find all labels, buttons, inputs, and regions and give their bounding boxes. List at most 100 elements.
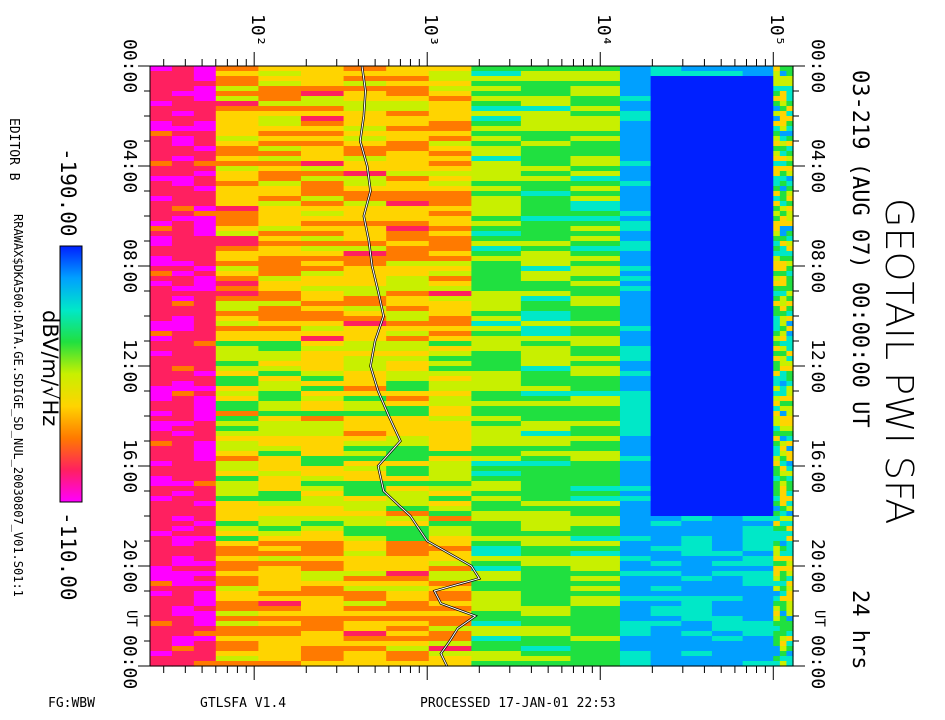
heatmap-cell	[520, 556, 572, 562]
heatmap-cell	[258, 256, 302, 262]
heatmap-cell	[681, 576, 713, 582]
heatmap-cell	[258, 326, 302, 332]
heatmap-cell	[742, 251, 774, 257]
heatmap-cell	[193, 226, 217, 232]
heatmap-cell	[343, 641, 387, 647]
heatmap-cell	[520, 461, 572, 467]
heatmap-cell	[779, 396, 788, 402]
heatmap-cell	[171, 326, 195, 332]
heatmap-cell	[711, 661, 744, 667]
heatmap-cell	[171, 601, 195, 607]
heatmap-cell	[258, 506, 302, 512]
heatmap-cell	[428, 71, 472, 77]
heatmap-cell	[619, 406, 652, 412]
heatmap-cell	[681, 86, 713, 92]
heatmap-cell	[742, 616, 774, 622]
heatmap-cell	[520, 306, 572, 312]
heatmap-cell	[619, 606, 652, 612]
heatmap-cell	[171, 81, 195, 87]
heatmap-cell	[386, 466, 430, 472]
heatmap-cell	[786, 651, 794, 657]
heatmap-cell	[171, 426, 195, 432]
heatmap-cell	[681, 636, 713, 642]
heatmap-cell	[471, 556, 522, 562]
heatmap-cell	[520, 646, 572, 652]
heatmap-cell	[300, 286, 345, 292]
heatmap-cell	[773, 121, 781, 127]
heatmap-cell	[520, 406, 572, 412]
heatmap-cell	[171, 151, 195, 157]
heatmap-cell	[386, 236, 430, 242]
heatmap-cell	[650, 136, 682, 142]
heatmap-cell	[171, 421, 195, 427]
time-tick-label-right: 04:00	[807, 139, 828, 194]
heatmap-cell	[300, 661, 345, 667]
heatmap-cell	[773, 351, 781, 357]
heatmap-cell	[742, 96, 774, 102]
heatmap-cell	[193, 581, 217, 587]
heatmap-cell	[570, 416, 621, 422]
heatmap-cell	[343, 621, 387, 627]
heatmap-cell	[386, 611, 430, 617]
heatmap-cell	[150, 191, 173, 197]
heatmap-cell	[343, 536, 387, 542]
heatmap-cell	[428, 106, 472, 112]
heatmap-cell	[742, 391, 774, 397]
heatmap-cell	[300, 276, 345, 282]
heatmap-cell	[520, 541, 572, 547]
heatmap-cell	[215, 181, 259, 187]
heatmap-cell	[650, 301, 682, 307]
heatmap-cell	[215, 221, 259, 227]
heatmap-cell	[258, 401, 302, 407]
heatmap-cell	[520, 356, 572, 362]
heatmap-cell	[779, 476, 788, 482]
heatmap-cell	[215, 491, 259, 497]
heatmap-cell	[471, 586, 522, 592]
heatmap-cell	[570, 191, 621, 197]
heatmap-cell	[171, 336, 195, 342]
heatmap-cell	[520, 296, 572, 302]
heatmap-cell	[300, 461, 345, 467]
heatmap-cell	[193, 236, 217, 242]
heatmap-cell	[171, 586, 195, 592]
heatmap-cell	[619, 521, 652, 527]
heatmap-cell	[773, 251, 781, 257]
heatmap-cell	[171, 591, 195, 597]
heatmap-cell	[471, 141, 522, 147]
heatmap-cell	[520, 191, 572, 197]
heatmap-cell	[150, 281, 173, 287]
heatmap-cell	[650, 186, 682, 192]
heatmap-cell	[786, 211, 794, 217]
heatmap-cell	[171, 266, 195, 272]
heatmap-cell	[520, 471, 572, 477]
heatmap-cell	[570, 71, 621, 77]
heatmap-cell	[786, 591, 794, 597]
heatmap-cell	[773, 406, 781, 412]
heatmap-cell	[471, 391, 522, 397]
heatmap-cell	[215, 561, 259, 567]
heatmap-cell	[619, 106, 652, 112]
heatmap-cell	[711, 596, 744, 602]
heatmap-cell	[619, 76, 652, 82]
heatmap-cell	[471, 331, 522, 337]
heatmap-cell	[570, 621, 621, 627]
heatmap-cell	[300, 376, 345, 382]
heatmap-cell	[619, 201, 652, 207]
heatmap-cell	[619, 421, 652, 427]
heatmap-cell	[215, 631, 259, 637]
heatmap-cell	[779, 586, 788, 592]
heatmap-cell	[711, 656, 744, 662]
heatmap-cell	[786, 646, 794, 652]
heatmap-cell	[786, 536, 794, 542]
heatmap-cell	[681, 91, 713, 97]
heatmap-cell	[786, 486, 794, 492]
heatmap-cell	[386, 281, 430, 287]
heatmap-cell	[150, 81, 173, 87]
heatmap-cell	[428, 536, 472, 542]
heatmap-cell	[471, 281, 522, 287]
heatmap-cell	[193, 146, 217, 152]
heatmap-cell	[428, 651, 472, 657]
heatmap-cell	[428, 501, 472, 507]
heatmap-cell	[386, 81, 430, 87]
heatmap-cell	[343, 276, 387, 282]
